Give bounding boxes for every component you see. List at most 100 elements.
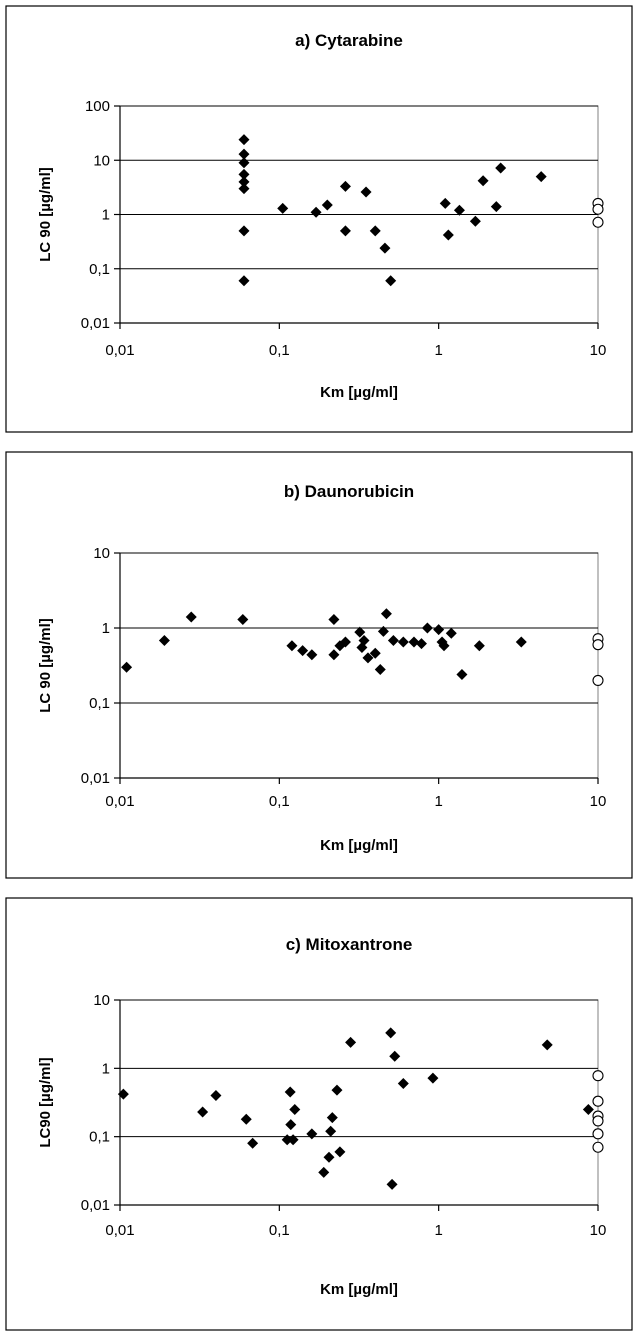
- data-point-diamond: [326, 1112, 338, 1124]
- data-point-diamond: [117, 1088, 129, 1100]
- chart-title: a) Cytarabine: [295, 31, 403, 50]
- y-tick-label: 0,01: [81, 770, 110, 787]
- data-point-diamond: [473, 640, 485, 652]
- x-axis-label: Km [µg/ml]: [320, 384, 398, 401]
- x-tick-label: 0,1: [269, 1222, 290, 1239]
- data-point-diamond: [238, 148, 250, 160]
- y-tick-label: 10: [93, 545, 110, 562]
- data-point-circle: [592, 1115, 604, 1127]
- y-tick-label: 10: [93, 992, 110, 1009]
- data-point-circle: [592, 1095, 604, 1107]
- y-tick-label: 0,1: [89, 261, 110, 278]
- data-point-diamond: [369, 647, 381, 659]
- data-point-diamond: [323, 1151, 335, 1163]
- data-point-diamond: [541, 1039, 553, 1051]
- data-point-diamond: [362, 652, 374, 664]
- x-tick-label: 0,1: [269, 793, 290, 810]
- chart-panel-b: 0,01 0,1 1 10 0,01 0,1 1 10 b) Daunorubicin Km [µ…: [37, 482, 606, 854]
- data-point-diamond: [247, 1137, 259, 1149]
- data-point-circle: [592, 639, 604, 651]
- data-point-diamond: [477, 175, 489, 187]
- data-point-diamond: [285, 1119, 297, 1131]
- data-point-circle: [592, 1141, 604, 1153]
- data-point-diamond: [490, 201, 502, 213]
- plot-area: [119, 999, 599, 1206]
- data-point-diamond: [495, 162, 507, 174]
- data-point-diamond: [238, 275, 250, 287]
- chart-panels: 0,01 0,1 1 10 100 0,01 0,1 1 10 a) Cytarabine Km […: [37, 31, 606, 1298]
- data-point-circle: [592, 216, 604, 228]
- data-point-diamond: [328, 613, 340, 625]
- x-tick-label: 0,01: [105, 342, 134, 359]
- data-point-diamond: [339, 225, 351, 237]
- data-point-diamond: [240, 1113, 252, 1125]
- x-tick-label: 10: [590, 793, 607, 810]
- data-point-diamond: [421, 622, 433, 634]
- data-point-diamond: [433, 624, 445, 636]
- data-point-diamond: [515, 636, 527, 648]
- x-tick-label: 10: [590, 342, 607, 359]
- data-point-diamond: [386, 1178, 398, 1190]
- data-point-diamond: [287, 1134, 299, 1146]
- data-point-diamond: [408, 636, 420, 648]
- y-tick-label: 10: [93, 152, 110, 169]
- data-point-diamond: [438, 640, 450, 652]
- data-point-diamond: [439, 197, 451, 209]
- data-point-diamond: [306, 1128, 318, 1140]
- data-point-diamond: [374, 663, 386, 675]
- data-point-diamond: [380, 608, 392, 620]
- data-point-diamond: [289, 1103, 301, 1115]
- y-tick-label: 1: [102, 620, 110, 637]
- x-tick-label: 0,01: [105, 793, 134, 810]
- data-point-diamond: [238, 157, 250, 169]
- data-point-diamond: [339, 180, 351, 192]
- data-point-diamond: [582, 1103, 594, 1115]
- data-point-diamond: [427, 1072, 439, 1084]
- y-tick-label: 100: [85, 98, 110, 115]
- y-tick-label: 0,01: [81, 315, 110, 332]
- y-tick-label: 1: [102, 207, 110, 224]
- data-point-diamond: [331, 1084, 343, 1096]
- x-tick-label: 0,01: [105, 1222, 134, 1239]
- data-point-diamond: [415, 638, 427, 650]
- data-point-diamond: [237, 613, 249, 625]
- data-point-diamond: [369, 225, 381, 237]
- data-point-diamond: [360, 186, 372, 198]
- x-tick-label: 1: [434, 793, 442, 810]
- data-point-diamond: [535, 171, 547, 183]
- x-tick-label: 1: [434, 342, 442, 359]
- data-point-diamond: [456, 668, 468, 680]
- data-point-diamond: [389, 1050, 401, 1062]
- data-point-diamond: [328, 649, 340, 661]
- data-point-diamond: [397, 1077, 409, 1089]
- x-tick-label: 1: [434, 1222, 442, 1239]
- y-tick-label: 0,1: [89, 695, 110, 712]
- data-point-circle: [592, 1128, 604, 1140]
- data-point-diamond: [238, 183, 250, 195]
- data-point-diamond: [354, 626, 366, 638]
- plot-area: [119, 552, 599, 779]
- x-tick-label: 0,1: [269, 342, 290, 359]
- data-point-diamond: [210, 1090, 222, 1102]
- data-point-diamond: [397, 636, 409, 648]
- y-axis-label: LC90 [µg/ml]: [37, 1057, 54, 1147]
- data-point-diamond: [297, 645, 309, 657]
- data-point-circle: [592, 1070, 604, 1082]
- data-point-diamond: [379, 242, 391, 254]
- x-axis-label: Km [µg/ml]: [320, 1281, 398, 1298]
- data-point-diamond: [286, 640, 298, 652]
- data-point-diamond: [377, 625, 389, 637]
- data-point-diamond: [325, 1125, 337, 1137]
- data-point-diamond: [238, 176, 250, 188]
- data-point-diamond: [310, 206, 322, 218]
- y-tick-label: 0,1: [89, 1129, 110, 1146]
- chart-title: b) Daunorubicin: [284, 482, 414, 501]
- data-point-diamond: [469, 215, 481, 227]
- data-point-circle: [592, 203, 604, 215]
- chart-title: c) Mitoxantrone: [286, 935, 413, 954]
- data-point-diamond: [277, 202, 289, 214]
- x-tick-label: 10: [590, 1222, 607, 1239]
- chart-panel-c: 0,01 0,1 1 10 0,01 0,1 1 10 c) Mitoxantrone Km [µ…: [37, 935, 606, 1298]
- data-point-diamond: [318, 1166, 330, 1178]
